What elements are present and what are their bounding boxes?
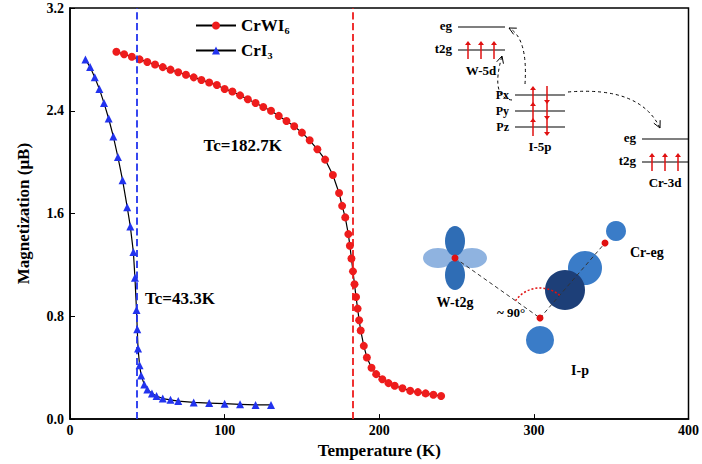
svg-text:2.4: 2.4	[47, 103, 65, 118]
svg-text:300: 300	[523, 423, 544, 438]
svg-text:Temperature (K): Temperature (K)	[318, 441, 441, 460]
svg-text:t2g: t2g	[435, 41, 453, 56]
svg-text:0.0: 0.0	[47, 412, 65, 427]
svg-text:200: 200	[369, 423, 390, 438]
svg-text:Tc=43.3K: Tc=43.3K	[145, 289, 216, 308]
svg-text:Magnetization (μB): Magnetization (μB)	[14, 143, 33, 284]
svg-text:Pz: Pz	[496, 120, 509, 134]
svg-text:eg: eg	[624, 130, 637, 145]
svg-text:0: 0	[67, 423, 74, 438]
svg-text:I-5p: I-5p	[528, 139, 551, 154]
svg-text:1.6: 1.6	[47, 206, 65, 221]
svg-text:400: 400	[678, 423, 699, 438]
svg-text:Py: Py	[496, 104, 509, 118]
svg-text:~ 90°: ~ 90°	[497, 305, 525, 320]
svg-text:Px: Px	[496, 88, 509, 102]
svg-text:CrWI₆: CrWI₆	[241, 16, 290, 35]
svg-text:W-5d: W-5d	[466, 63, 497, 78]
svg-text:100: 100	[214, 423, 235, 438]
svg-text:3.2: 3.2	[47, 1, 65, 16]
svg-text:Tc=182.7K: Tc=182.7K	[204, 136, 283, 155]
svg-text:W-t2g: W-t2g	[437, 295, 474, 310]
svg-text:I-p: I-p	[571, 363, 589, 378]
svg-text:t2g: t2g	[619, 153, 637, 168]
svg-text:eg: eg	[440, 18, 453, 33]
svg-text:Cr-eg: Cr-eg	[630, 245, 664, 260]
svg-text:0.8: 0.8	[47, 309, 65, 324]
svg-text:CrI₃: CrI₃	[241, 41, 273, 60]
svg-text:Cr-3d: Cr-3d	[649, 175, 683, 190]
